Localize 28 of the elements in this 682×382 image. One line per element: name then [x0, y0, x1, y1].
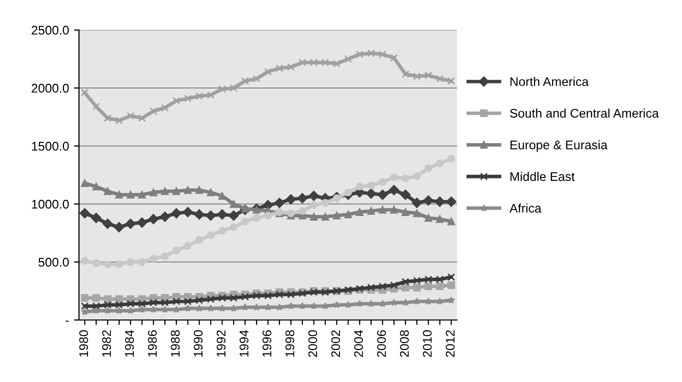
x-tick-label: 1992	[216, 330, 226, 357]
legend-label: Africa	[510, 203, 542, 213]
x-tick-label: 1986	[148, 330, 157, 357]
x-tick-label: 2006	[377, 330, 386, 357]
x-tick-label: 1988	[170, 330, 180, 357]
y-tick-label: -	[66, 320, 69, 322]
y-tick-label: 1500.0	[32, 142, 69, 151]
x-tick-label: 2000	[308, 330, 318, 357]
legend-label: Middle East	[510, 172, 575, 182]
x-tick-label: 2004	[354, 330, 363, 357]
legend-label: South and Central America	[510, 108, 659, 118]
x-tick-label: 1996	[262, 330, 272, 357]
x-tick-label: 2008	[400, 330, 409, 357]
y-tick-label: 2500.0	[32, 26, 69, 35]
x-tick-label: 1990	[194, 330, 203, 357]
x-tick-label: 1982	[102, 330, 111, 357]
y-tick-label: 2000.0	[32, 84, 69, 93]
y-tick-label: 1000.0	[32, 200, 69, 209]
legend-label: Europe & Eurasia	[510, 140, 608, 152]
y-tick-label: 500.0	[38, 258, 69, 267]
x-tick-label: 2012	[446, 330, 455, 357]
x-tick-label: 2002	[331, 330, 340, 357]
x-tick-label: 1984	[125, 330, 134, 357]
legend-label: North America	[510, 76, 589, 86]
x-tick-label: 1998	[285, 330, 294, 357]
x-tick-label: 1980	[79, 330, 88, 357]
x-tick-label: 2010	[422, 330, 432, 357]
x-tick-label: 1994	[240, 330, 248, 357]
